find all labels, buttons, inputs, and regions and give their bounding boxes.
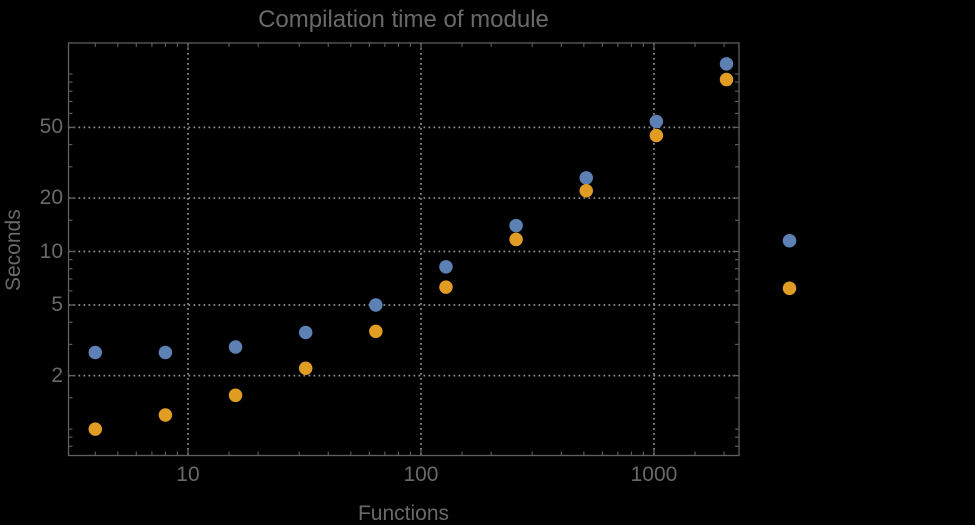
y-tick-label: 10: [39, 239, 63, 263]
legend-marker-series-2: [782, 281, 797, 296]
data-point-series-2: [719, 72, 734, 87]
data-point-series-2: [579, 183, 593, 198]
y-tick-label: 20: [39, 186, 63, 210]
data-point-series-1: [369, 298, 383, 312]
data-point-series-2: [649, 128, 664, 143]
x-tick-label: 100: [403, 463, 439, 486]
data-point-series-1: [228, 340, 243, 354]
legend-marker-series-1: [782, 233, 797, 248]
x-tick-label: 1000: [630, 463, 678, 486]
data-point-series-1: [88, 345, 103, 360]
data-point-series-2: [439, 280, 453, 294]
data-point-series-1: [719, 57, 734, 71]
y-tick-label: 2: [51, 363, 63, 387]
data-point-series-1: [439, 260, 453, 274]
x-axis-label: Functions: [357, 502, 450, 525]
chart-title: Compilation time of module: [258, 6, 549, 33]
data-point-series-2: [158, 408, 173, 422]
data-point-series-1: [298, 325, 313, 340]
data-point-series-1: [649, 114, 664, 129]
data-point-series-1: [158, 345, 173, 360]
data-point-series-2: [228, 388, 243, 403]
plot-frame: [67, 42, 740, 457]
data-point-series-2: [369, 324, 383, 339]
x-tick-label: 10: [176, 463, 200, 486]
data-point-series-1: [579, 171, 593, 185]
data-point-series-1: [509, 218, 523, 233]
y-tick-label: 50: [39, 115, 63, 139]
data-point-series-2: [298, 361, 313, 376]
y-tick-label: 5: [51, 292, 63, 316]
data-point-series-2: [509, 232, 523, 247]
data-point-series-2: [88, 422, 103, 436]
